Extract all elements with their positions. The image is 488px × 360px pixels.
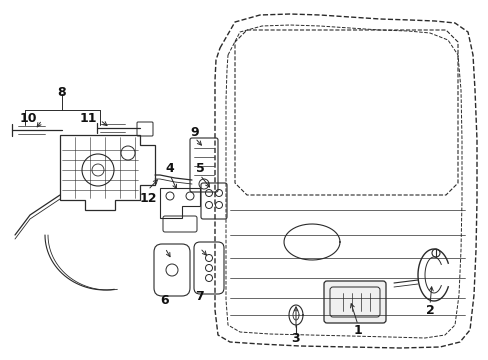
Text: 1: 1 <box>353 324 362 337</box>
Text: 9: 9 <box>190 126 199 139</box>
Text: 7: 7 <box>195 289 204 302</box>
Text: 6: 6 <box>161 293 169 306</box>
Text: 12: 12 <box>139 192 157 204</box>
Text: 2: 2 <box>425 303 433 316</box>
FancyBboxPatch shape <box>324 281 385 323</box>
Text: 10: 10 <box>19 112 37 125</box>
Text: 5: 5 <box>195 162 204 175</box>
Text: 8: 8 <box>58 86 66 99</box>
Text: 11: 11 <box>79 112 97 125</box>
Text: 4: 4 <box>165 162 174 175</box>
Text: 3: 3 <box>291 332 300 345</box>
